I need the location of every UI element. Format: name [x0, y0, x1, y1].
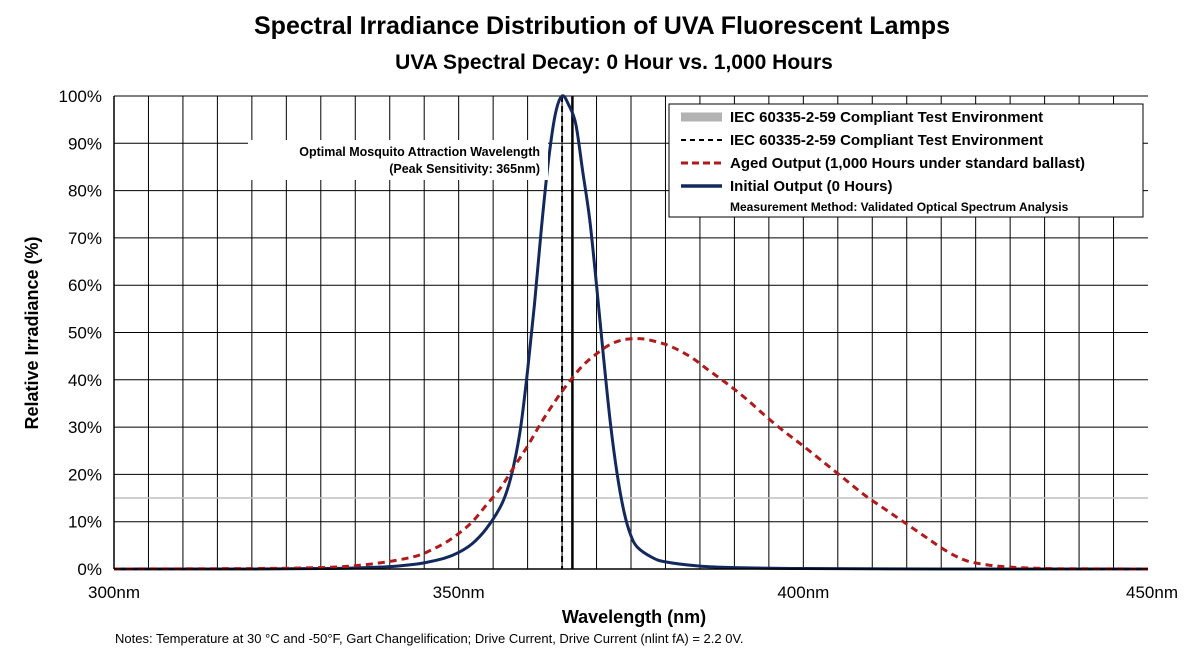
legend-label-test-environment: IEC 60335-2-59 Compliant Test Environmen… — [730, 109, 1043, 126]
annotation-line-1: Optimal Mosquito Attraction Wavelength — [299, 145, 540, 159]
chart-subtitle: UVA Spectral Decay: 0 Hour vs. 1,000 Hou… — [395, 51, 833, 74]
series-lines — [113, 94, 1149, 571]
x-tick-label: 450nm — [1126, 583, 1178, 602]
y-tick-label: 20% — [68, 465, 102, 484]
reference-lines — [114, 96, 1148, 569]
peak-annotation: Optimal Mosquito Attraction Wavelength (… — [248, 140, 548, 180]
y-tick-label: 0% — [77, 560, 102, 579]
series-aged-output — [113, 337, 1149, 571]
y-tick-label: 30% — [68, 418, 102, 437]
x-tick-label: 300nm — [88, 583, 140, 602]
axes: 0% 10% 20% 30% 40% 50% 60% 70% 80% 90% 100% 300nm 35… — [59, 87, 1178, 602]
x-tick-label: 350nm — [433, 583, 485, 602]
legend-label-test-environment-2: IEC 60335-2-59 Compliant Test Environmen… — [730, 132, 1043, 149]
y-tick-label: 40% — [68, 371, 102, 390]
x-tick-label: 400nm — [777, 583, 829, 602]
chart-title: Spectral Irradiance Distribution of UVA … — [254, 12, 950, 40]
y-tick-label: 90% — [68, 134, 102, 153]
y-tick-label: 50% — [68, 324, 102, 343]
legend-box — [668, 103, 1144, 218]
annotation-line-2: (Peak Sensitivity: 365nm) — [389, 162, 540, 176]
x-axis-label: Wavelength (nm) — [562, 607, 706, 627]
legend-label-aged-output: Aged Output (1,000 Hours under standard … — [730, 155, 1085, 172]
y-tick-label: 10% — [68, 513, 102, 532]
y-tick-label: 70% — [68, 229, 102, 248]
series-initial-output — [113, 94, 1149, 571]
y-tick-label: 80% — [68, 182, 102, 201]
y-tick-label: 60% — [68, 276, 102, 295]
y-axis-label: Relative Irradiance (%) — [22, 236, 42, 429]
annotation-background — [248, 140, 548, 180]
footnote: Notes: Temperature at 30 °C and -50°F, G… — [115, 631, 744, 646]
legend-measurement-note: Measurement Method: Validated Optical Sp… — [730, 200, 1069, 214]
legend-label-initial-output: Initial Output (0 Hours) — [730, 178, 893, 195]
y-tick-label: 100% — [59, 87, 102, 106]
legend: IEC 60335-2-59 Compliant Test Environmen… — [668, 103, 1144, 218]
